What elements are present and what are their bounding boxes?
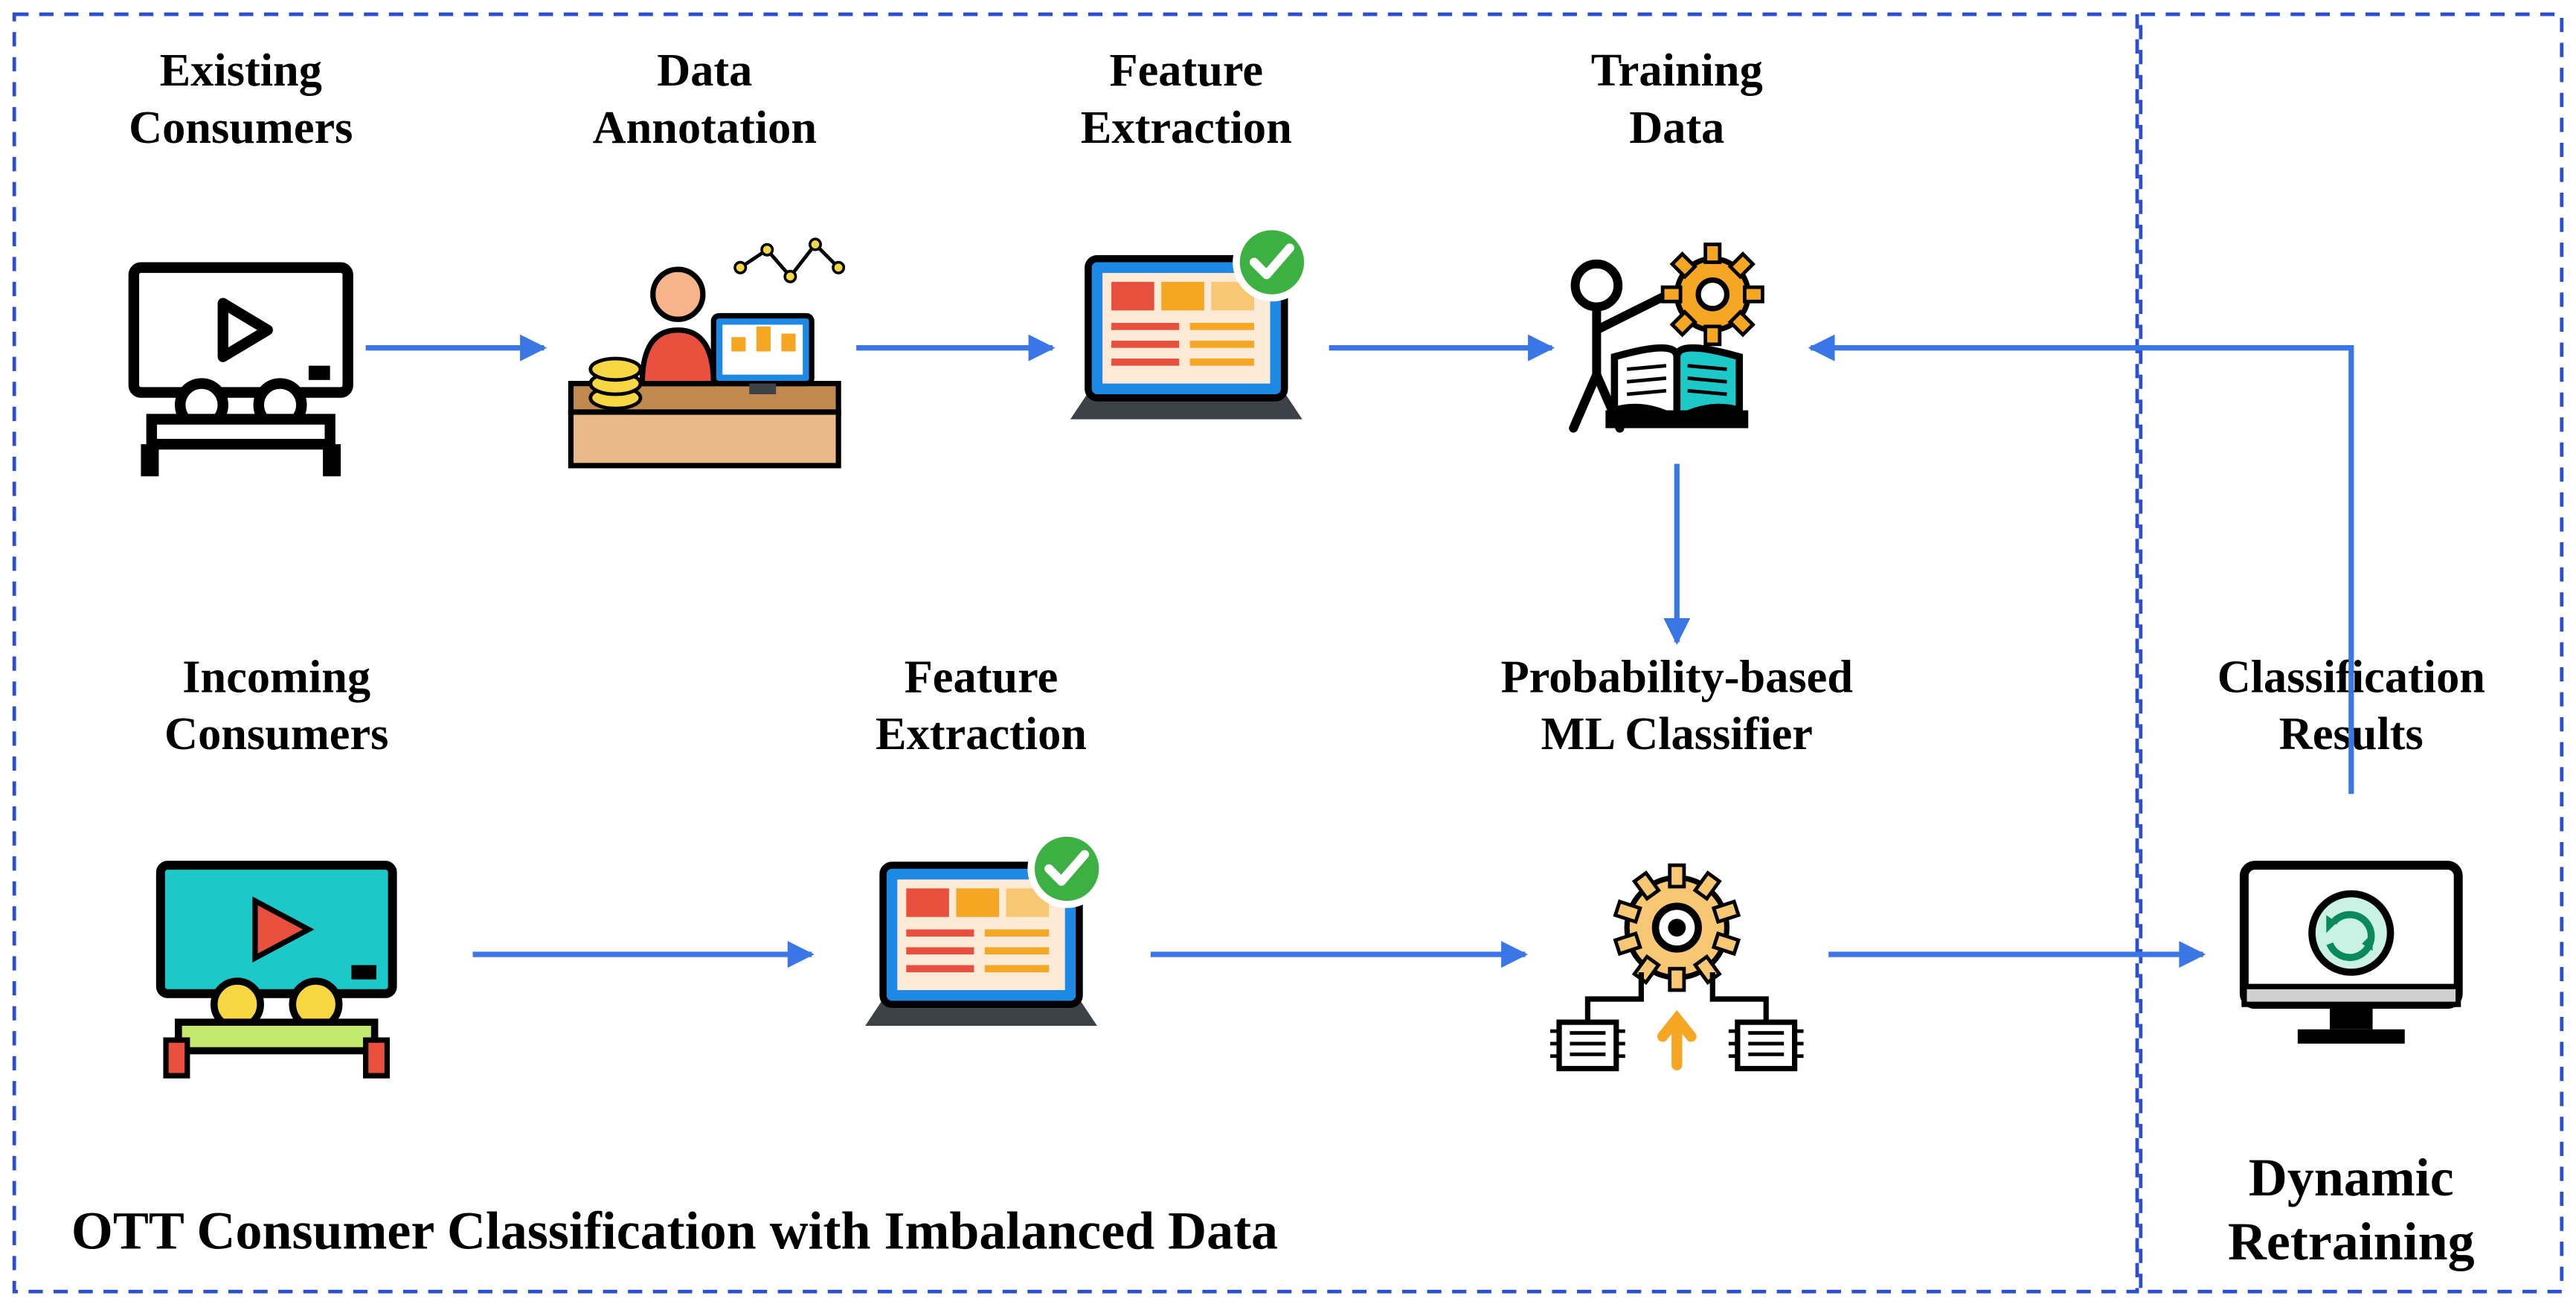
label-incoming-2: Consumers: [164, 708, 388, 760]
data-annotation-icon: [571, 239, 844, 466]
label-feat2-2: Extraction: [876, 708, 1087, 760]
feature-extraction-icon-2: [865, 833, 1102, 1026]
caption-right-1: Dynamic: [2249, 1148, 2454, 1207]
incoming-consumers-icon: [161, 865, 393, 1076]
caption-right-2: Retraining: [2228, 1212, 2475, 1271]
label-feat1-1: Feature: [1110, 45, 1264, 96]
label-training-2: Data: [1629, 102, 1724, 153]
label-annotation-1: Data: [657, 45, 752, 96]
arrow-a8: [1811, 348, 2351, 794]
label-training-1: Training: [1591, 45, 1763, 96]
label-feat1-2: Extraction: [1081, 102, 1292, 153]
label-existing-1: Existing: [160, 45, 322, 96]
label-classifier-1: Probability-based: [1501, 651, 1853, 702]
label-feat2-1: Feature: [905, 651, 1059, 702]
existing-consumers-icon: [134, 268, 348, 477]
label-existing-2: Consumers: [129, 102, 353, 153]
training-data-icon: [1573, 245, 1762, 428]
label-incoming-1: Incoming: [182, 651, 370, 702]
classification-results-icon: [2244, 865, 2458, 1044]
feature-extraction-icon-1: [1070, 227, 1308, 420]
label-annotation-2: Annotation: [593, 102, 817, 153]
caption-main: OTT Consumer Classification with Imbalan…: [71, 1201, 1278, 1261]
ml-classifier-icon: [1550, 865, 1804, 1068]
label-classifier-2: ML Classifier: [1541, 708, 1813, 760]
